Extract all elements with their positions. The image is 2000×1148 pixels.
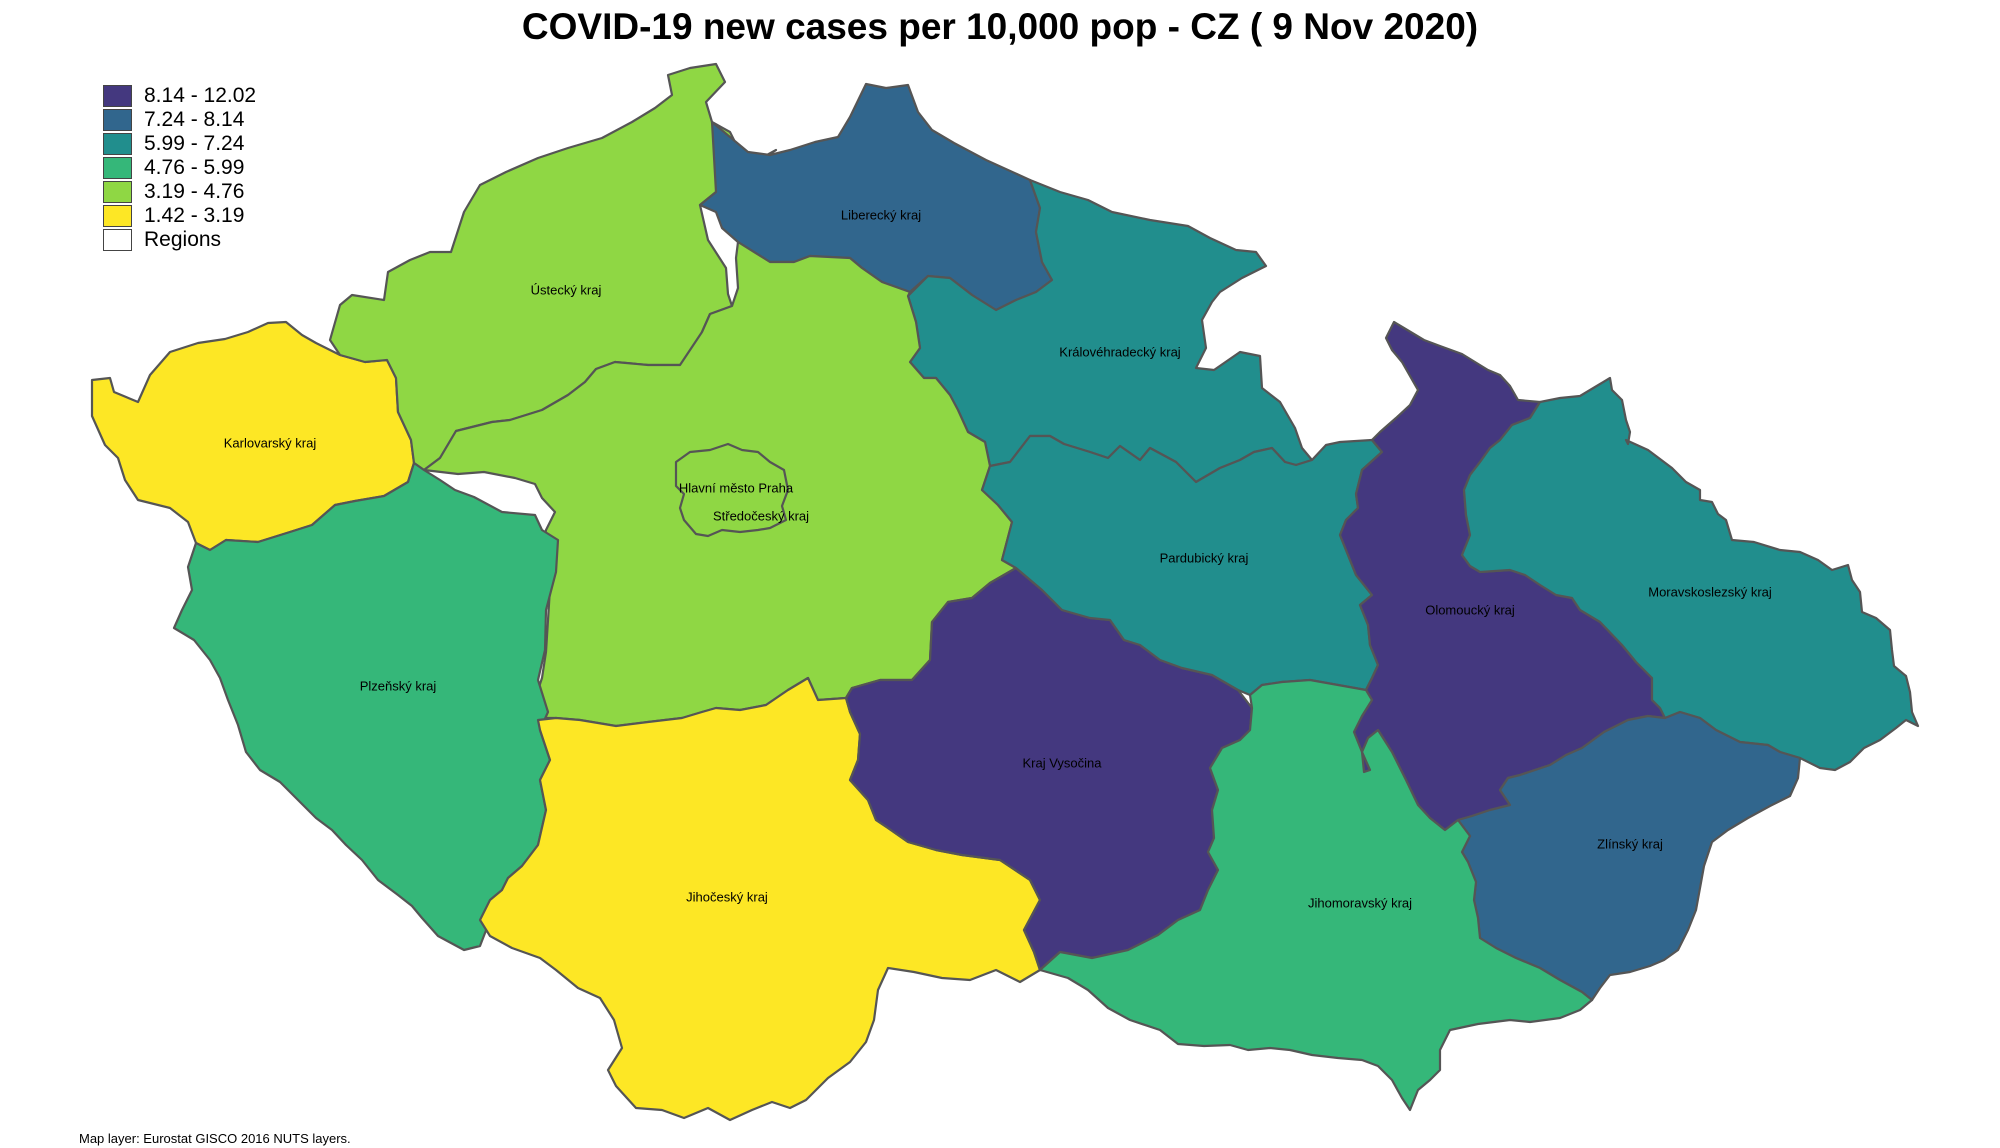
legend-item: 5.99 - 7.24 — [103, 132, 256, 156]
map-legend: 8.14 - 12.02 7.24 - 8.14 5.99 - 7.24 4.7… — [103, 84, 256, 252]
legend-label: Regions — [144, 228, 222, 251]
legend-item: 3.19 - 4.76 — [103, 180, 256, 204]
region-label-kralovehradecky: Královéhradecký kraj — [1059, 344, 1180, 359]
legend-label: 3.19 - 4.76 — [144, 180, 245, 203]
legend-swatch — [103, 181, 132, 203]
region-moravskoslezsky[interactable] — [1460, 376, 1920, 772]
region-label-karlovarsky: Karlovarský kraj — [224, 435, 317, 450]
legend-swatch — [103, 85, 132, 107]
legend-label: 1.42 - 3.19 — [144, 204, 245, 227]
region-label-ustecky: Ústecký kraj — [531, 282, 602, 297]
region-label-plzensky: Plzeňský kraj — [360, 678, 437, 693]
region-label-stredocesky: Středočeský kraj — [713, 508, 809, 523]
region-jihocesky[interactable] — [478, 676, 1042, 1122]
region-label-moravskoslezsky: Moravskoslezský kraj — [1648, 584, 1772, 599]
legend-swatch — [103, 157, 132, 179]
region-label-jihocesky: Jihočeský kraj — [686, 889, 768, 904]
legend-swatch — [103, 205, 132, 227]
region-label-praha: Hlavní město Praha — [679, 480, 794, 495]
region-jihomoravsky[interactable] — [1038, 678, 1594, 1112]
region-label-pardubicky: Pardubický kraj — [1160, 550, 1249, 565]
legend-swatch — [103, 133, 132, 155]
legend-swatch — [103, 229, 132, 251]
legend-label: 7.24 - 8.14 — [144, 108, 245, 131]
legend-label: 8.14 - 12.02 — [144, 84, 257, 107]
legend-label: 5.99 - 7.24 — [144, 132, 245, 155]
legend-item: 4.76 - 5.99 — [103, 156, 256, 180]
source-note: Map layer: Eurostat GISCO 2016 NUTS laye… — [79, 1131, 351, 1146]
legend-item: 8.14 - 12.02 — [103, 84, 256, 108]
legend-swatch — [103, 109, 132, 131]
region-praha[interactable] — [674, 442, 790, 538]
region-label-liberecky: Liberecký kraj — [841, 207, 921, 222]
region-label-vysocina: Kraj Vysočina — [1023, 755, 1103, 770]
legend-label: 4.76 - 5.99 — [144, 156, 245, 179]
legend-item: 7.24 - 8.14 — [103, 108, 256, 132]
legend-item: Regions — [103, 228, 256, 252]
region-label-zlinsky: Zlínský kraj — [1597, 836, 1663, 851]
region-label-jihomoravsky: Jihomoravský kraj — [1308, 895, 1412, 910]
region-label-olomoucky: Olomoucký kraj — [1425, 602, 1515, 617]
legend-item: 1.42 - 3.19 — [103, 204, 256, 228]
map-title: COVID-19 new cases per 10,000 pop - CZ (… — [521, 6, 1479, 47]
